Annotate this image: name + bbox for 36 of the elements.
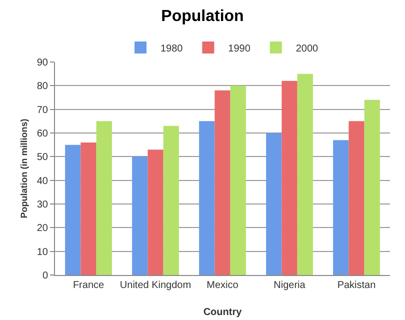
bar [266,133,282,275]
x-tick-label: France [72,280,104,291]
x-tick-label: Mexico [206,280,239,291]
legend-label: 2000 [296,43,319,54]
y-tick-label: 70 [36,104,48,116]
x-tick-label: Nigeria [274,280,306,291]
bar [96,121,112,275]
y-tick-label: 40 [36,176,48,187]
y-tick-label: 60 [36,128,48,140]
x-tick-label: Pakistan [337,280,376,291]
bar [333,140,349,275]
bar [282,80,298,275]
bar [297,74,313,275]
bar [80,142,96,275]
chart-title: Population [161,8,244,25]
bar [65,144,81,275]
y-tick-label: 80 [36,81,48,92]
y-tick-label: 50 [36,152,48,164]
bar [214,90,230,275]
legend-label: 1990 [228,43,251,54]
y-tick-label: 90 [36,58,48,68]
y-tick-label: 0 [42,270,48,282]
bar [230,86,246,275]
bar [199,121,215,275]
x-axis-title: Country [203,307,242,318]
bar [132,156,148,275]
bar [148,150,164,275]
y-tick-label: 30 [36,200,48,210]
x-tick-label: United Kingdom [120,280,192,291]
bar [364,100,380,275]
bar [163,126,179,275]
y-axis-title: Population (in millions) [19,118,29,218]
legend-label: 1980 [160,43,184,54]
bar [348,121,364,275]
y-tick-label: 10 [36,246,48,258]
y-tick-label: 20 [36,223,48,234]
